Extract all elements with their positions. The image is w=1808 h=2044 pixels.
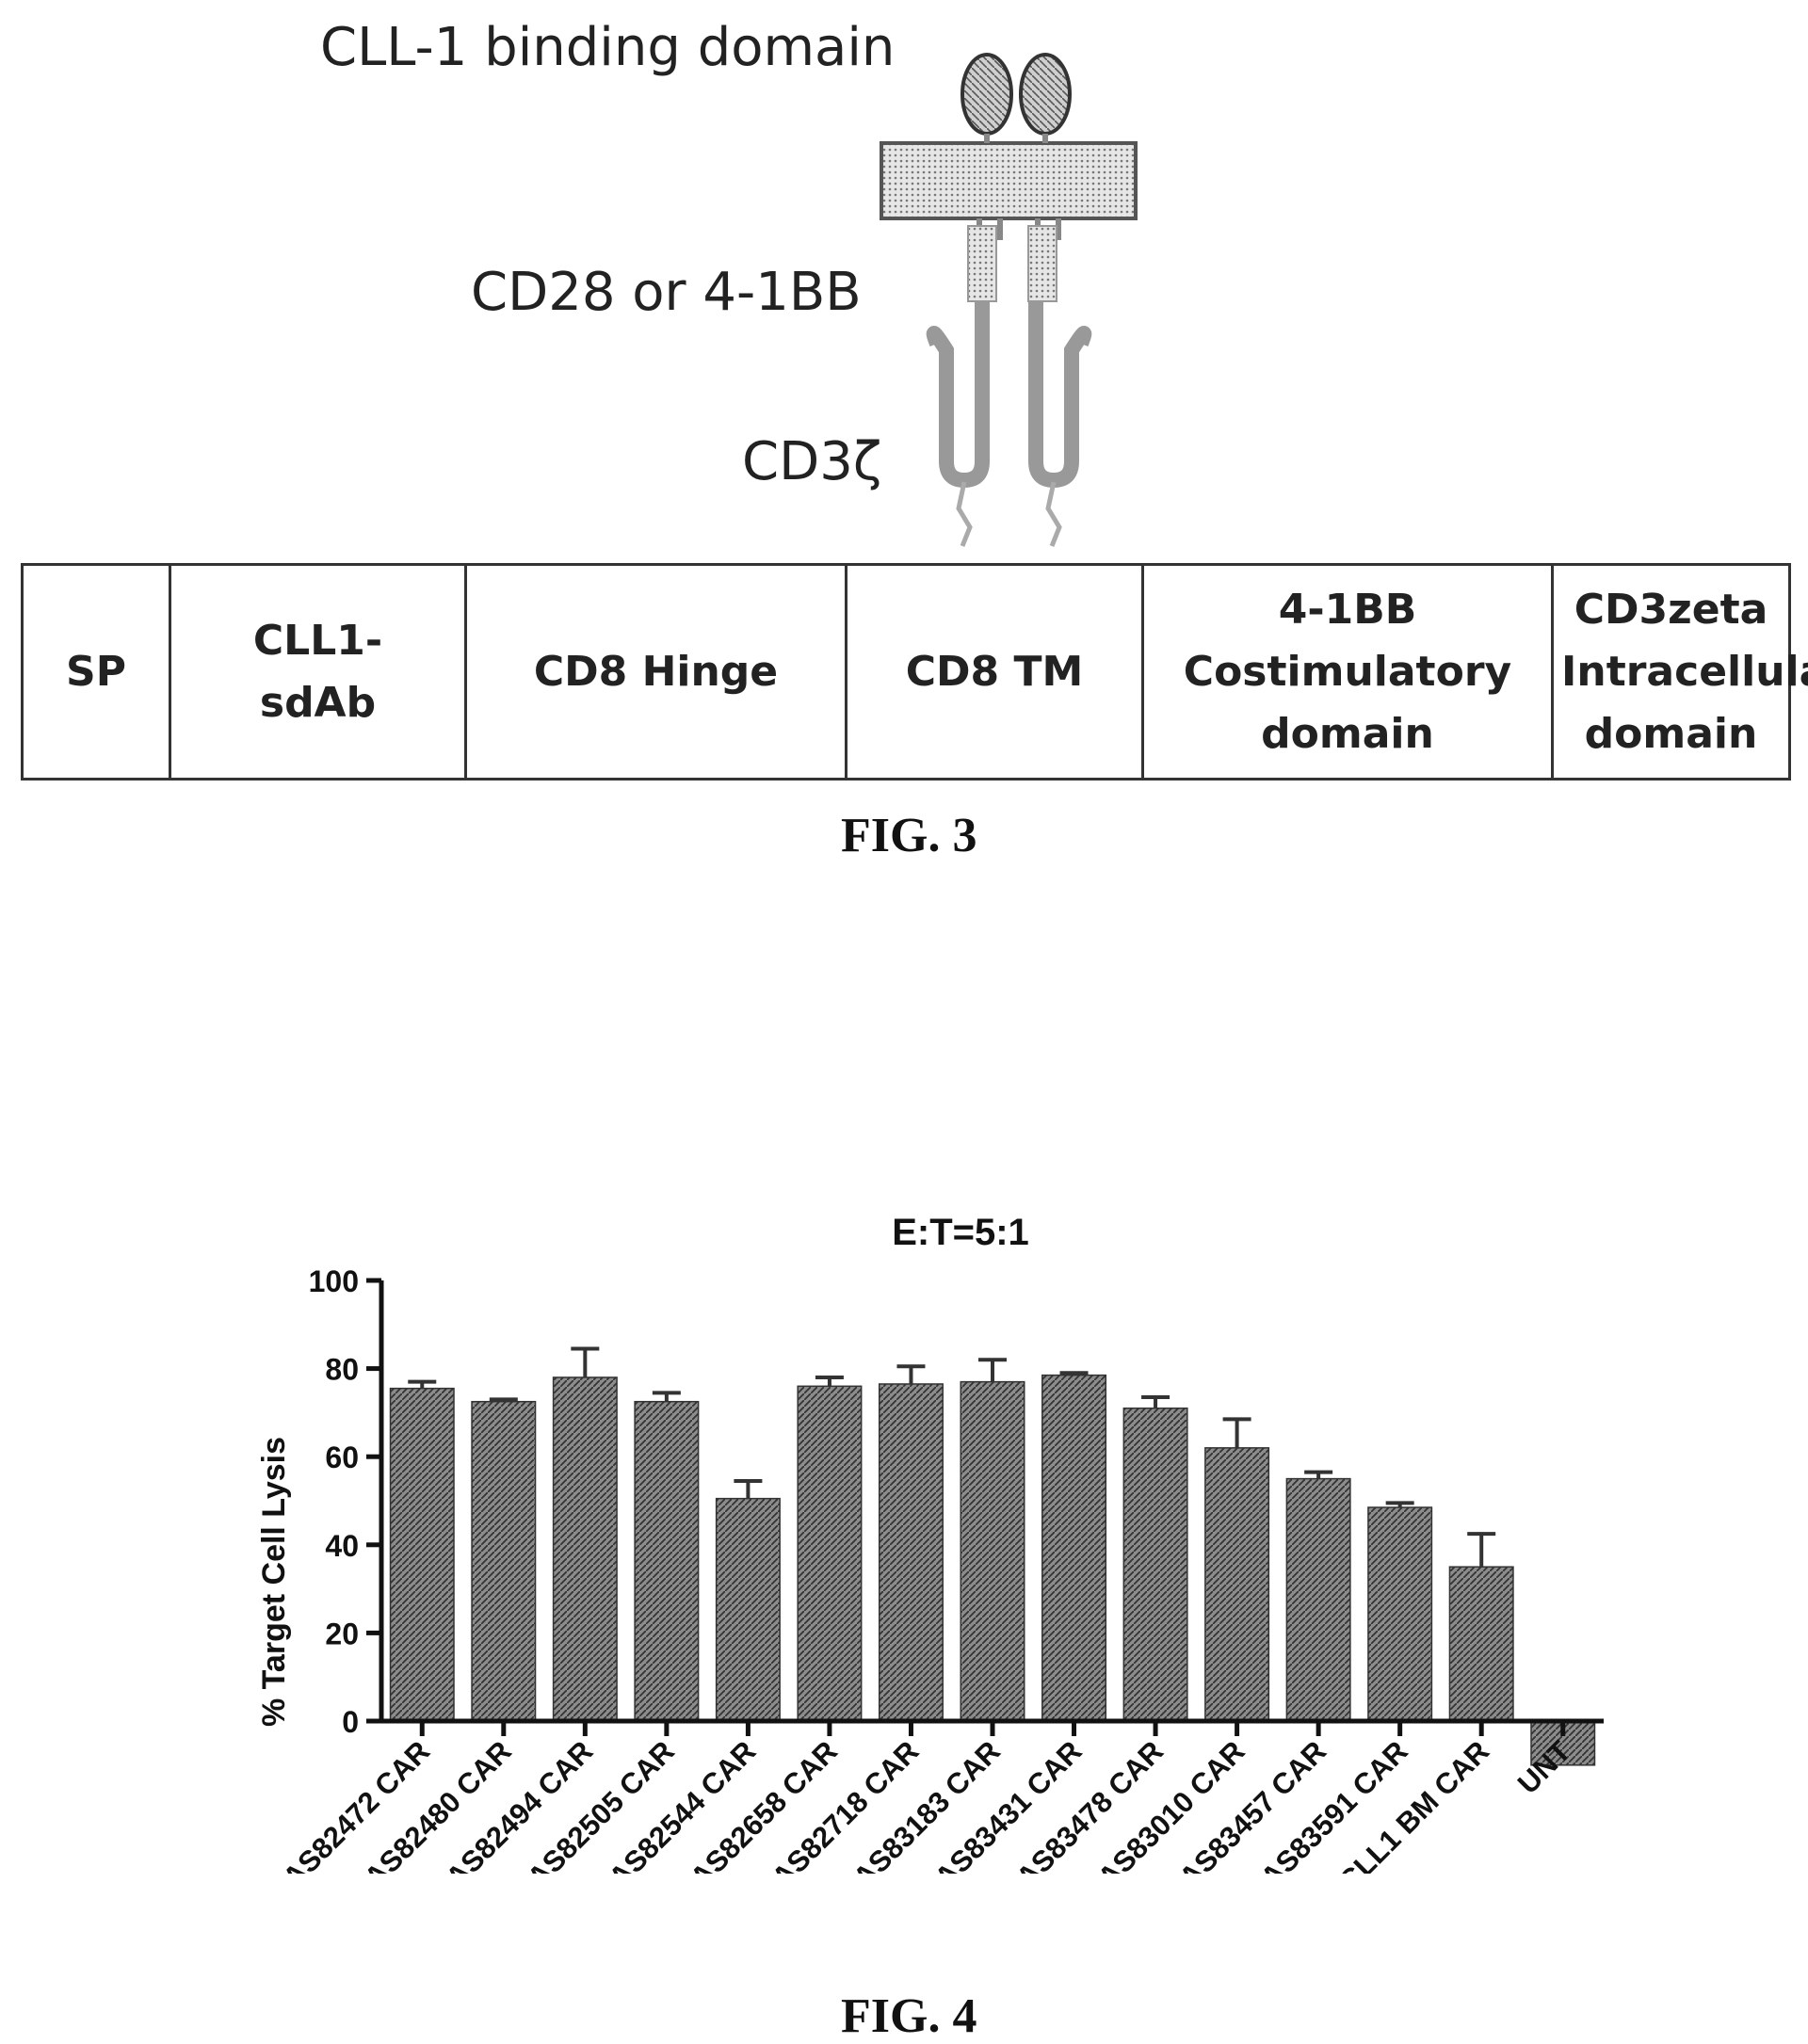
cd3-tail-right [1045, 481, 1062, 547]
cd3-chain-left [926, 301, 990, 489]
bar [797, 1385, 863, 1722]
bar [1122, 1407, 1188, 1722]
car-construct-table: SP CLL1- sdAb CD8 Hinge CD8 TM 4-1BB Cos… [21, 563, 1808, 781]
costim-domain-right [1027, 225, 1057, 302]
bar [1367, 1506, 1433, 1722]
bar [389, 1387, 455, 1722]
segment-costim: 4-1BB Costimulatory domain [1141, 563, 1554, 781]
bar [1448, 1566, 1514, 1722]
y-tick-label: 60 [325, 1440, 359, 1474]
binding-domain-left [960, 53, 1013, 136]
cell-membrane [880, 141, 1138, 220]
costim-domain-left [967, 225, 997, 302]
y-tick-label: 20 [325, 1617, 359, 1650]
chart-title: E:T=5:1 [892, 1212, 1029, 1253]
segment-sdab: CLL1- sdAb [169, 563, 467, 781]
bar [471, 1400, 537, 1722]
bar [634, 1400, 700, 1722]
y-axis-label: % Target Cell Lysis [256, 1437, 292, 1727]
fig3-caption: FIG. 3 [841, 809, 977, 862]
y-tick-label: 0 [342, 1705, 359, 1739]
cd3-chain-right [1028, 301, 1092, 489]
bar [878, 1383, 944, 1722]
y-tick-label: 80 [325, 1353, 359, 1387]
fig3-costim-label: CD28 or 4-1BB [471, 262, 862, 323]
bar [1041, 1374, 1107, 1722]
y-tick-label: 40 [325, 1529, 359, 1563]
bar [1204, 1447, 1270, 1722]
fig3-cd3-label: CD3ζ [742, 431, 882, 492]
segment-hinge: CD8 Hinge [464, 563, 848, 781]
bar [715, 1497, 781, 1722]
y-axis: 0 20 40 60 80 100 [309, 1264, 384, 1739]
bar [960, 1380, 1025, 1722]
lysis-bar-chart: E:T=5:1 % Target Cell Lysis 0 20 40 60 80 100… [256, 1212, 1604, 1874]
bar [552, 1376, 618, 1722]
fig3-binding-label: CLL-1 binding domain [320, 17, 896, 78]
y-tick-label: 100 [309, 1264, 359, 1298]
segment-cd3zeta: CD3zeta Intracellular domain [1551, 563, 1808, 781]
segment-tm: CD8 TM [845, 563, 1144, 781]
bars [389, 1346, 1596, 1766]
car-receptor-illustration [880, 53, 1138, 547]
bar [1285, 1477, 1351, 1722]
segment-sp: SP [21, 563, 171, 781]
binding-domain-right [1019, 53, 1072, 136]
cd3-tail-left [956, 481, 973, 547]
fig4-caption: FIG. 4 [841, 1989, 977, 2043]
